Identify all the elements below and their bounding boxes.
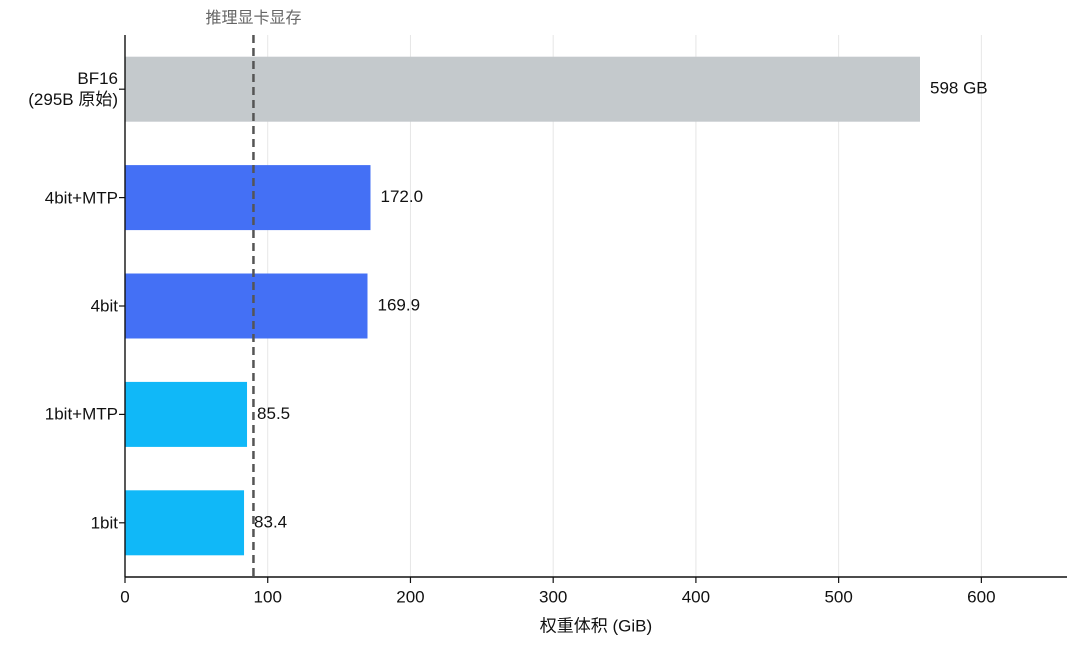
x-tick-label: 600 [967, 587, 995, 606]
bar [125, 165, 371, 231]
y-tick-label: BF16 (295B 原始) [28, 69, 118, 110]
x-tick-label: 100 [254, 587, 282, 606]
value-label: 83.4 [254, 512, 287, 531]
value-label: 172.0 [380, 187, 423, 206]
y-tick-label: 1bit [90, 513, 118, 533]
value-label: 85.5 [257, 404, 290, 423]
bar [125, 381, 248, 447]
x-tick-label: 0 [120, 587, 129, 606]
x-tick-label: 300 [539, 587, 567, 606]
value-label: 169.9 [377, 295, 420, 314]
x-axis-label: 权重体积 (GiB) [540, 616, 652, 635]
x-tick-label: 400 [682, 587, 710, 606]
x-tick-label: 500 [824, 587, 852, 606]
value-label: 598 GB [930, 79, 988, 98]
x-tick-label: 200 [396, 587, 424, 606]
bar [125, 56, 920, 122]
bar [125, 490, 245, 556]
y-tick-label: 1bit+MTP [44, 404, 118, 424]
y-tick-label: 4bit+MTP [44, 188, 118, 208]
y-tick-label: 4bit [90, 296, 118, 316]
reference-label: 推理显卡显存 [205, 9, 301, 27]
bar [125, 273, 368, 339]
